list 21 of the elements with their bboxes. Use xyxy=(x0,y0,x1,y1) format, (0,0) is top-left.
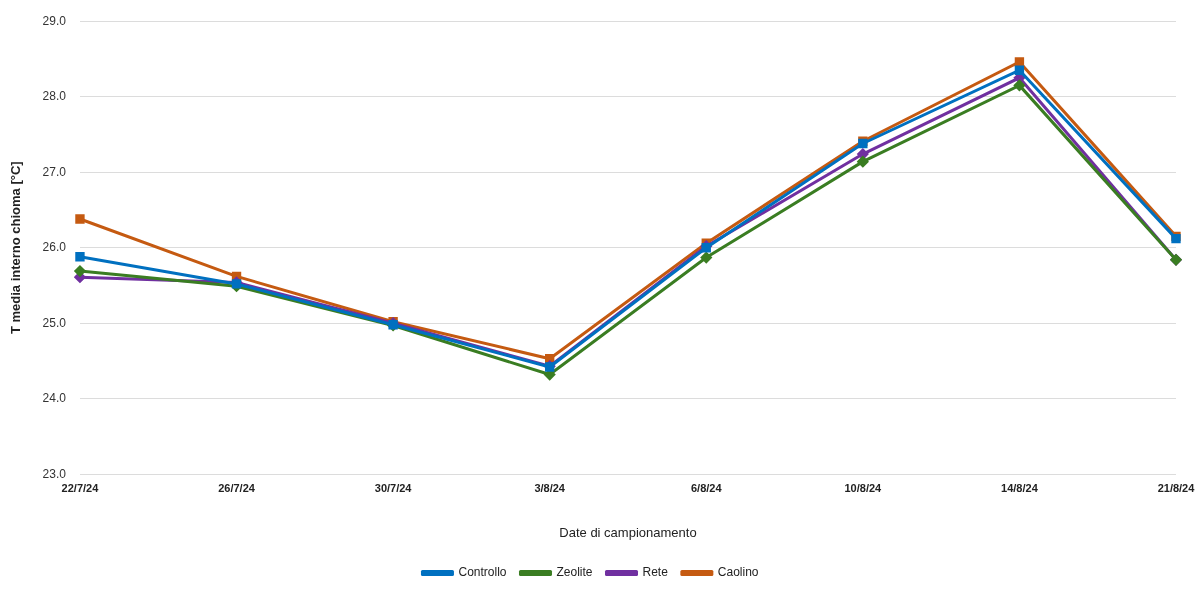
y-tick-label: 29.0 xyxy=(42,13,67,28)
y-tick-label: 28.0 xyxy=(42,89,67,104)
y-tick-label: 23.0 xyxy=(42,466,67,481)
x-tick-label: 21/8/24 xyxy=(1157,481,1196,494)
y-tick-label: 27.0 xyxy=(42,164,67,179)
y-tick-label: 26.0 xyxy=(42,240,67,255)
x-tick-label: 6/8/24 xyxy=(690,481,723,494)
y-tick-label: 25.0 xyxy=(42,315,67,330)
x-tick-label: 3/8/24 xyxy=(534,481,566,494)
y-axis-title: T media interno chioma [°C] xyxy=(8,161,24,335)
x-tick-label: 10/8/24 xyxy=(844,481,883,494)
x-axis-title: Date di campionamento xyxy=(559,524,697,540)
legend-label: Controllo xyxy=(458,565,507,580)
x-tick-label: 14/8/24 xyxy=(1001,481,1039,494)
legend-label: Zeolite xyxy=(556,565,593,580)
x-tick-label: 26/7/24 xyxy=(218,481,256,494)
legend-label: Rete xyxy=(642,565,669,580)
x-tick-label: 30/7/24 xyxy=(374,481,413,494)
legend-label: Caolino xyxy=(717,565,759,580)
y-tick-label: 24.0 xyxy=(42,391,67,406)
x-tick-label: 22/7/24 xyxy=(61,481,100,494)
